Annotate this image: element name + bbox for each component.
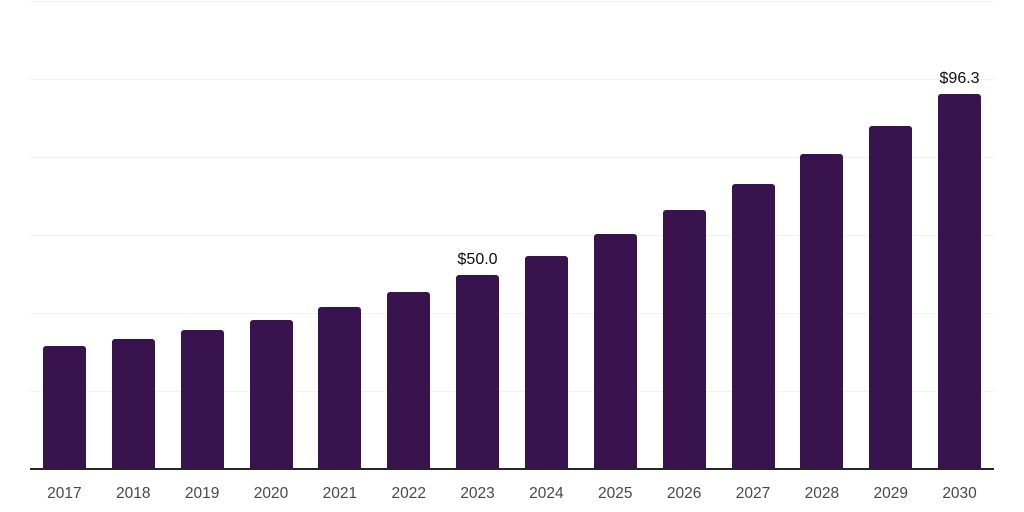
x-tick-label: 2023 <box>460 485 495 502</box>
bar <box>731 183 775 470</box>
bar <box>800 154 844 470</box>
x-tick-label: 2026 <box>666 485 702 502</box>
bar <box>869 125 913 470</box>
x-tick-label: 2017 <box>47 485 82 502</box>
x-tick-label: 2027 <box>735 485 771 502</box>
bar <box>662 209 706 470</box>
x-tick-label: 2025 <box>598 485 633 502</box>
x-tick-label: 2024 <box>529 485 564 502</box>
x-tick-label: 2020 <box>253 485 289 502</box>
bar <box>249 320 293 470</box>
gridline <box>30 391 994 392</box>
bar <box>938 94 982 470</box>
bar <box>111 338 155 470</box>
bar <box>456 275 500 470</box>
gridline <box>30 79 994 80</box>
gridline <box>30 235 994 236</box>
bar <box>387 292 431 470</box>
x-tick-label: 2028 <box>804 485 840 502</box>
bar <box>318 306 362 470</box>
bar-data-label: $96.3 <box>939 70 980 88</box>
x-tick-label: 2030 <box>942 485 977 502</box>
bar <box>593 233 637 470</box>
x-tick-label: 2029 <box>873 485 908 502</box>
gridline <box>30 313 994 314</box>
bar <box>180 330 224 470</box>
bar <box>524 255 568 470</box>
x-tick-label: 2021 <box>322 485 358 502</box>
x-tick-label: 2018 <box>116 485 151 502</box>
bar <box>42 345 86 470</box>
x-tick-label: 2022 <box>391 485 426 502</box>
x-axis-line <box>30 468 994 470</box>
gridline <box>30 1 994 2</box>
bar-data-label: $50.0 <box>457 251 498 268</box>
gridline <box>30 157 994 158</box>
x-tick-label: 2019 <box>184 485 220 502</box>
